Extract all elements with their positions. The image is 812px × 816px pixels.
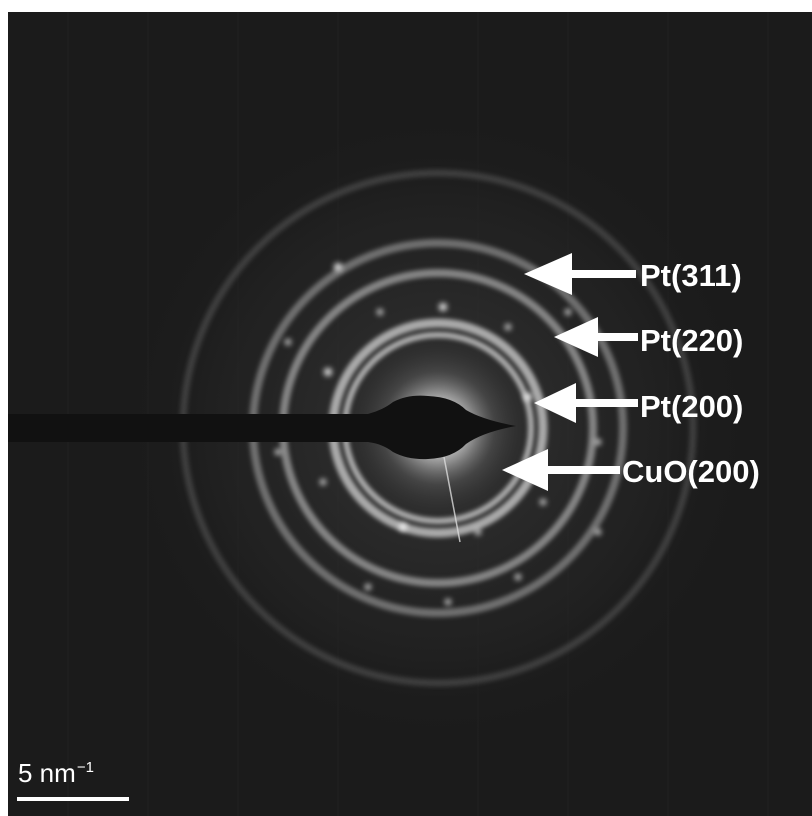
beam-stopper bbox=[8, 395, 516, 460]
scale-bar-value: 5 nm bbox=[18, 758, 76, 788]
ring-speckles bbox=[275, 263, 601, 605]
arrow-pt220 bbox=[554, 317, 638, 357]
arrow-pt311 bbox=[524, 253, 636, 295]
label-pt311: Pt(311) bbox=[640, 258, 742, 293]
label-cuo200: CuO(200) bbox=[622, 454, 760, 489]
scale-bar-exponent: −1 bbox=[76, 759, 94, 776]
diffraction-pattern-svg bbox=[8, 12, 769, 816]
arrow-pt200 bbox=[534, 383, 638, 423]
label-pt200: Pt(200) bbox=[640, 389, 744, 424]
diffraction-streak bbox=[443, 456, 461, 543]
diffraction-pattern-image: Pt(311) Pt(220) Pt(200) CuO(200) 5 nm−1 bbox=[8, 12, 812, 816]
arrow-cuo200 bbox=[502, 449, 620, 491]
annotation-arrows bbox=[502, 253, 638, 491]
label-pt220: Pt(220) bbox=[640, 323, 744, 358]
scale-bar-label: 5 nm−1 bbox=[18, 760, 94, 786]
scale-bar bbox=[17, 797, 129, 801]
